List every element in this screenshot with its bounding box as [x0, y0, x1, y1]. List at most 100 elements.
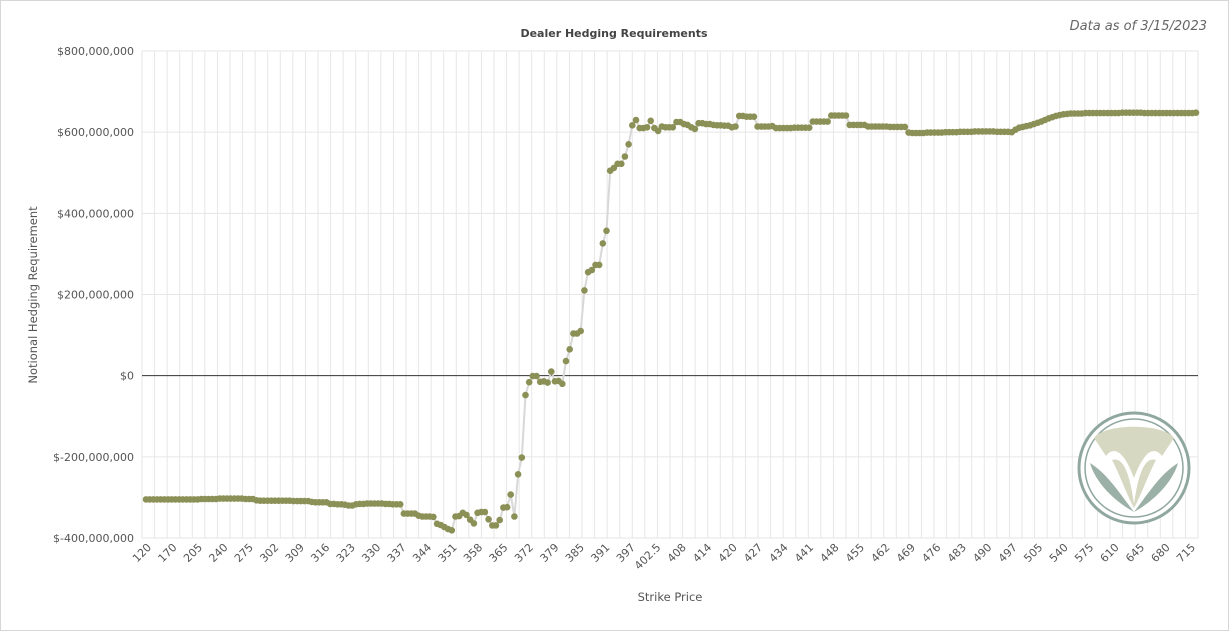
data-point [588, 266, 596, 274]
x-tick-label: 240 [206, 541, 230, 565]
data-point [618, 160, 625, 168]
data-points [142, 109, 1200, 534]
data-point [514, 471, 522, 478]
x-tick-label: 170 [156, 541, 180, 565]
logo-left-leaf [1090, 463, 1134, 512]
x-tick-label: 540 [1047, 541, 1071, 565]
data-point [691, 125, 699, 133]
x-tick-label: 391 [588, 541, 612, 565]
x-tick-label: 680 [1149, 541, 1173, 565]
y-axis-label: Notional Hedging Requirement [26, 206, 40, 384]
y-tick-label: $-400,000,000 [53, 532, 134, 545]
data-point [559, 380, 566, 388]
data-point [643, 124, 651, 131]
data-point [485, 516, 492, 523]
y-tick-label: $-200,000,000 [53, 451, 134, 464]
data-point [629, 122, 636, 129]
data-point [901, 123, 909, 131]
y-tick-label: $600,000,000 [57, 126, 134, 139]
x-tick-label: 610 [1098, 541, 1122, 565]
y-tick-label: $400,000,000 [57, 207, 134, 220]
x-tick-label: 427 [741, 541, 765, 565]
x-tick-label: 385 [563, 541, 587, 565]
x-tick-label: 337 [385, 541, 409, 565]
data-point [492, 522, 500, 529]
x-tick-label: 372 [512, 541, 536, 565]
logo-center-leaf [1112, 459, 1156, 508]
y-tick-label: $0 [120, 370, 134, 383]
y-tick-label: $800,000,000 [57, 45, 134, 58]
horizontal-gridlines [142, 50, 1198, 539]
x-tick-label: 275 [232, 541, 256, 565]
x-tick-label: 344 [410, 541, 434, 565]
data-point [544, 379, 551, 386]
data-point [632, 116, 640, 124]
data-point [732, 123, 739, 130]
data-point [496, 516, 504, 524]
x-tick-label: 455 [843, 541, 867, 565]
x-tick-label: 420 [716, 541, 740, 565]
x-tick-label: 483 [945, 541, 969, 565]
data-point [595, 261, 603, 269]
data-point [525, 378, 533, 386]
data-point [481, 508, 489, 516]
data-point [805, 124, 813, 131]
x-tick-label: 330 [359, 541, 383, 565]
x-tick-label: 205 [181, 541, 205, 565]
data-point [470, 520, 478, 527]
x-tick-label: 379 [537, 541, 561, 565]
data-point [448, 527, 456, 534]
x-tick-label: 469 [894, 541, 918, 565]
data-point [566, 346, 573, 353]
x-tick-label: 462 [869, 541, 893, 565]
data-point [599, 240, 607, 247]
data-point [669, 124, 677, 131]
x-tick-label: 434 [767, 541, 791, 565]
x-tick-label: 408 [665, 541, 689, 565]
x-tick-label: 715 [1174, 541, 1198, 565]
data-point [621, 153, 629, 160]
x-tick-label: 441 [792, 541, 816, 565]
data-point [522, 391, 529, 399]
data-point [562, 357, 570, 365]
data-point [548, 368, 555, 375]
data-point [603, 227, 610, 235]
data-point [430, 513, 437, 521]
series-line [146, 111, 1197, 532]
x-tick-label: 358 [461, 541, 485, 565]
data-point [533, 372, 540, 380]
x-tick-label: 505 [1021, 541, 1045, 565]
data-point [463, 511, 470, 519]
data-point [507, 491, 514, 498]
logo-right-leaf [1134, 463, 1178, 512]
x-tick-label: 575 [1072, 541, 1096, 565]
data-point [577, 327, 584, 335]
x-tick-label: 497 [996, 541, 1020, 565]
data-point [511, 513, 518, 520]
x-tick-label: 490 [970, 541, 994, 565]
data-point [1192, 109, 1200, 116]
x-axis-ticks: 120 170 205 240 275 302 309 316 323 330 337 344 351 3… [130, 541, 1198, 572]
brand-logo [1077, 411, 1191, 525]
x-tick-label: 323 [334, 541, 358, 565]
data-point [581, 287, 588, 294]
chart-title: Dealer Hedging Requirements [520, 27, 708, 40]
data-point [842, 112, 850, 119]
x-tick-label: 645 [1123, 541, 1147, 565]
x-tick-label: 414 [690, 541, 714, 565]
data-point [654, 127, 662, 135]
x-tick-label: 351 [436, 541, 460, 565]
data-as-of-label: Data as of 3/15/2023 [1069, 19, 1207, 34]
x-tick-label: 309 [283, 541, 307, 565]
x-tick-label: 402.5 [632, 541, 663, 572]
y-axis-ticks: $800,000,000 $600,000,000 $400,000,000 $200… [53, 45, 134, 545]
x-tick-label: 316 [308, 541, 332, 565]
x-tick-label: 365 [487, 541, 511, 565]
data-point [625, 141, 632, 148]
logo-v-mark [1094, 426, 1174, 478]
data-point [647, 117, 654, 125]
data-point [750, 113, 758, 120]
y-tick-label: $200,000,000 [57, 289, 134, 302]
x-tick-label: 476 [919, 541, 943, 565]
